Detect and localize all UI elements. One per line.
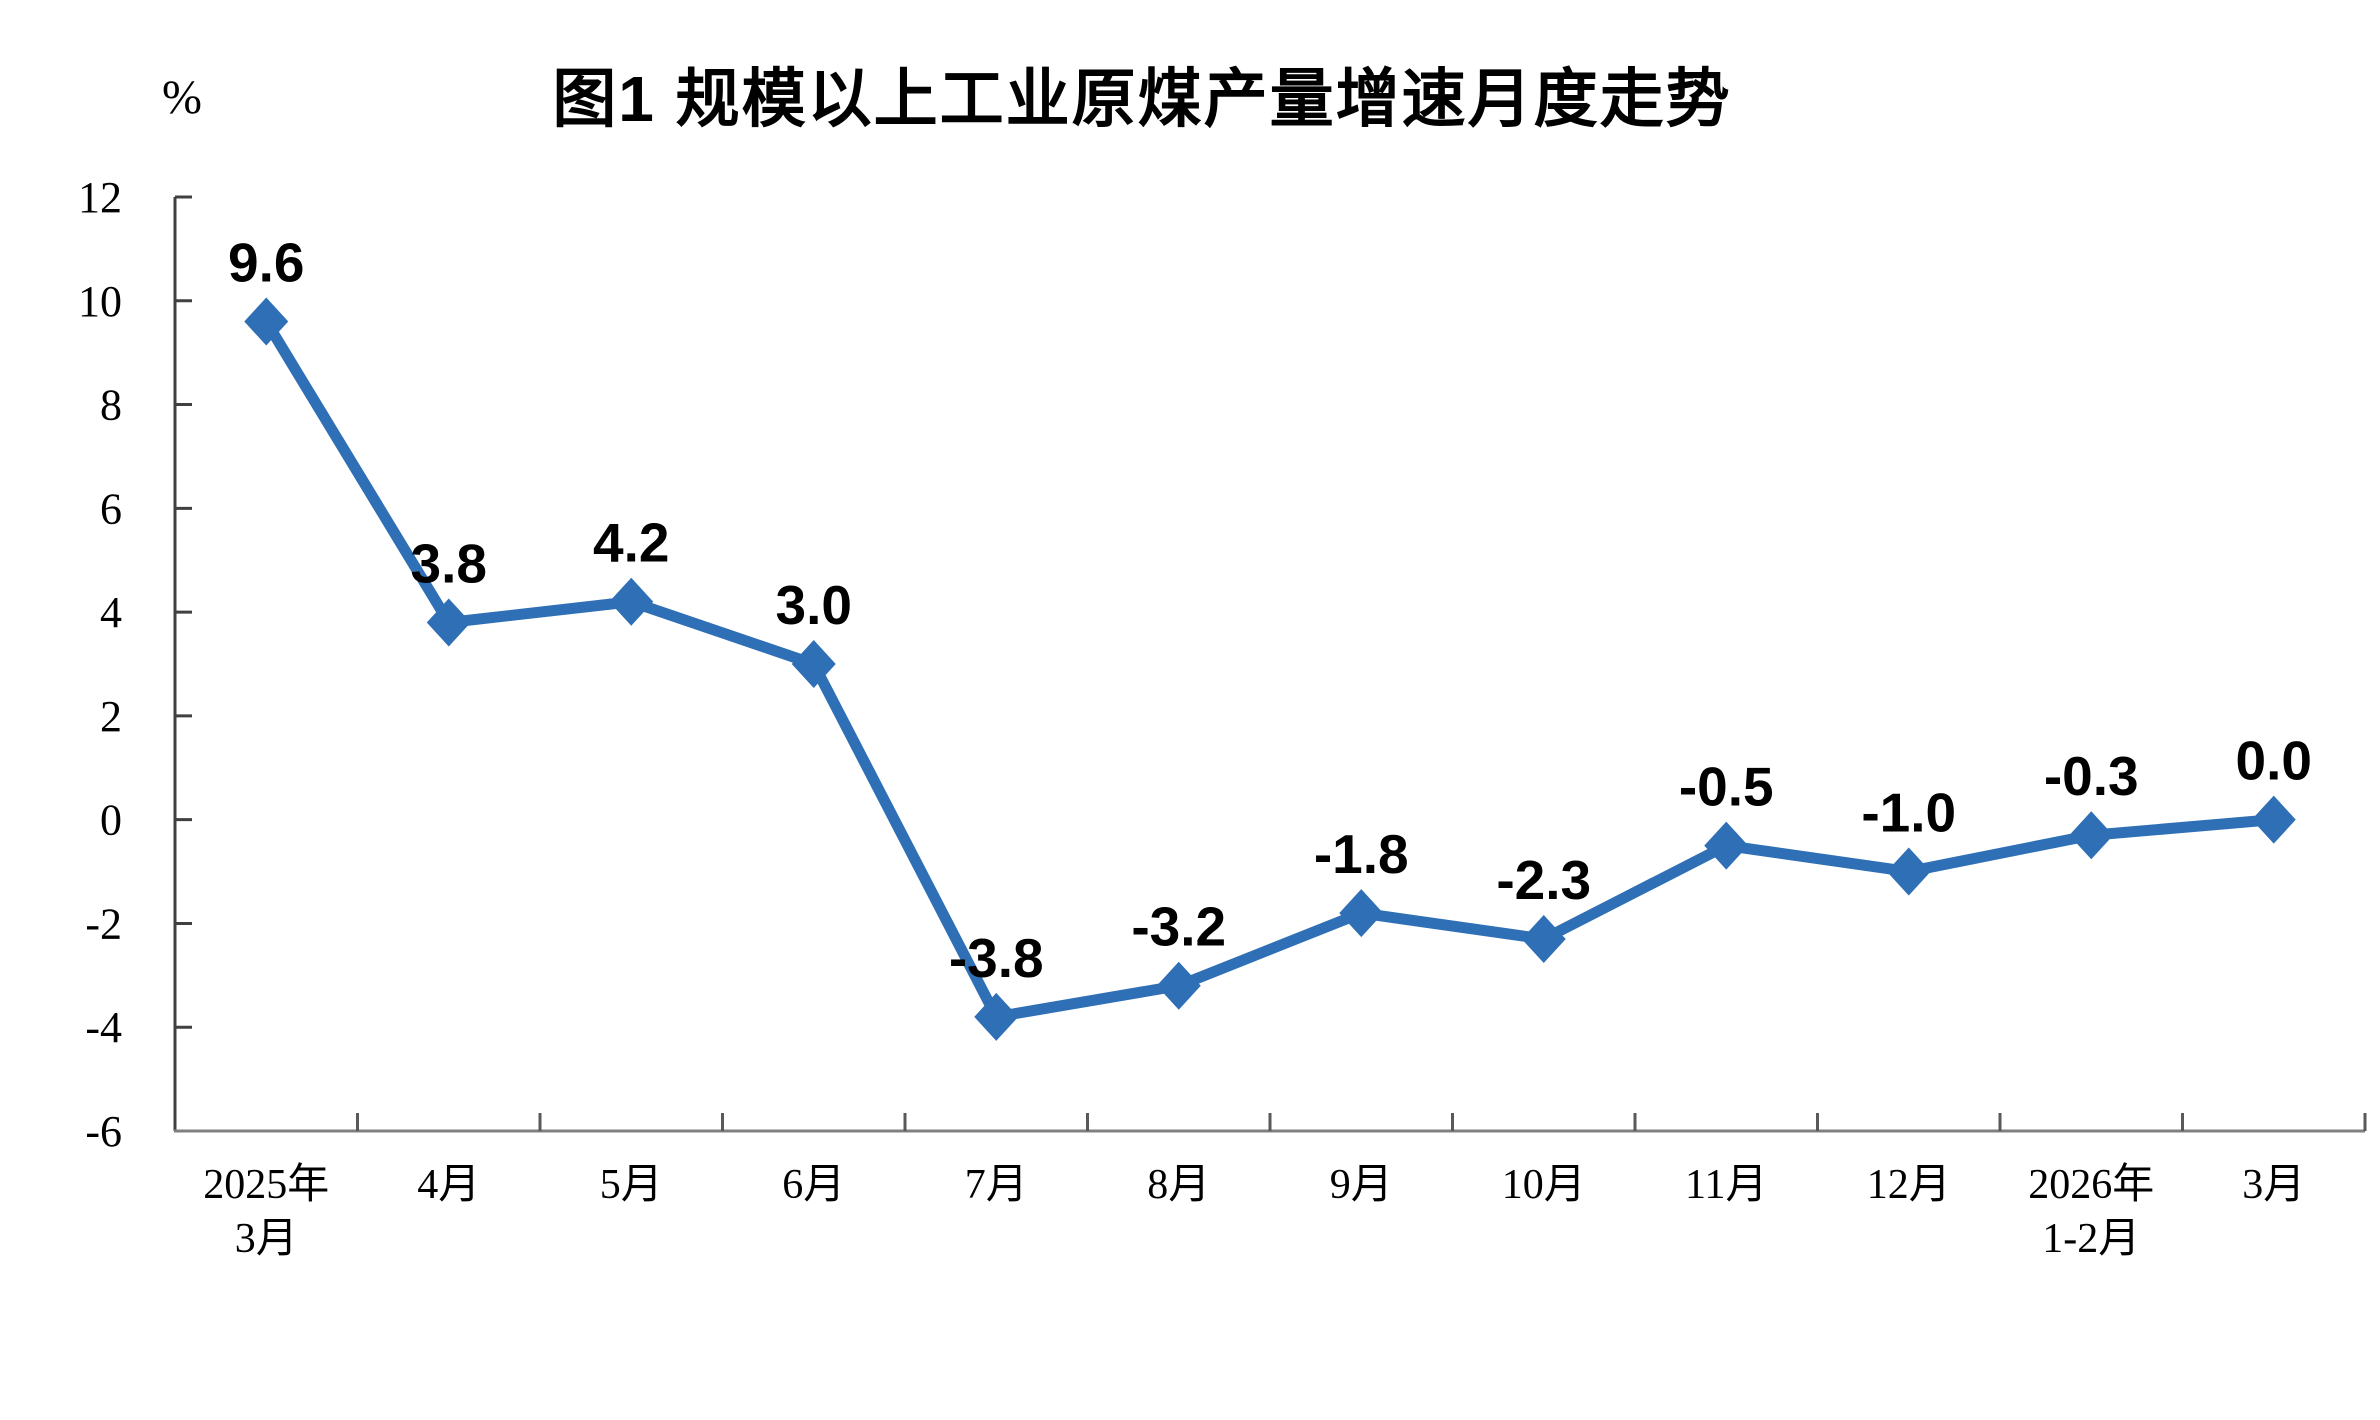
data-point-marker bbox=[2251, 795, 2296, 844]
y-axis-unit-label: % bbox=[162, 71, 202, 124]
y-tick-label: 2 bbox=[100, 692, 122, 741]
data-label: -2.3 bbox=[1496, 849, 1591, 911]
data-point-marker bbox=[426, 598, 471, 647]
data-label: 4.2 bbox=[593, 512, 669, 574]
x-category-label: 3月 bbox=[2242, 1162, 2305, 1208]
x-category-label: 11月 bbox=[1685, 1162, 1767, 1208]
x-category-label: 4月 bbox=[417, 1162, 480, 1208]
x-category-label: 2025年 bbox=[203, 1161, 329, 1208]
x-category-label: 5月 bbox=[600, 1162, 663, 1208]
x-category-label: 7月 bbox=[965, 1162, 1028, 1208]
x-category-label: 2026年 bbox=[2028, 1161, 2154, 1208]
x-category-label: 10月 bbox=[1502, 1162, 1586, 1208]
data-point-marker bbox=[974, 992, 1019, 1041]
data-point-marker bbox=[244, 297, 289, 346]
trend-line bbox=[261, 318, 2275, 1023]
data-point-marker bbox=[609, 577, 654, 626]
y-tick-label: 10 bbox=[78, 277, 122, 326]
chart-title: 图1 规模以上工业原煤产量增速月度走势 bbox=[552, 63, 1732, 135]
y-tick-label: -2 bbox=[85, 899, 122, 948]
data-label: -0.5 bbox=[1679, 756, 1774, 818]
data-label: -0.3 bbox=[2044, 745, 2139, 807]
x-category-label: 12月 bbox=[1867, 1162, 1951, 1208]
y-tick-label: -6 bbox=[85, 1107, 122, 1156]
data-point-marker bbox=[1886, 847, 1931, 896]
y-tick-label: -4 bbox=[85, 1003, 122, 1052]
y-tick-label: 8 bbox=[100, 381, 122, 430]
y-tick-label: 6 bbox=[100, 484, 122, 533]
data-point-marker bbox=[1156, 961, 1201, 1010]
data-label: 3.8 bbox=[411, 532, 487, 594]
x-category-label: 8月 bbox=[1147, 1162, 1210, 1208]
data-label: -3.8 bbox=[949, 927, 1044, 989]
data-label: 3.0 bbox=[776, 574, 852, 636]
x-category-label: 6月 bbox=[782, 1162, 845, 1208]
data-point-marker bbox=[1704, 821, 1749, 870]
x-category-label: 1-2月 bbox=[2042, 1216, 2140, 1262]
data-label: 0.0 bbox=[2236, 730, 2312, 792]
data-point-marker bbox=[791, 640, 836, 688]
y-tick-label: 4 bbox=[100, 588, 122, 637]
y-tick-label: 0 bbox=[100, 796, 122, 845]
data-label: -1.8 bbox=[1314, 823, 1409, 885]
data-point-marker bbox=[1521, 915, 1566, 964]
data-label: -1.0 bbox=[1861, 782, 1956, 844]
data-label: 9.6 bbox=[228, 232, 304, 294]
x-category-label: 3月 bbox=[235, 1216, 298, 1262]
data-label: -3.2 bbox=[1131, 896, 1226, 958]
x-category-label: 9月 bbox=[1330, 1162, 1393, 1208]
data-point-marker bbox=[1339, 889, 1384, 938]
data-point-marker bbox=[2069, 811, 2114, 860]
y-tick-label: 12 bbox=[78, 173, 122, 222]
